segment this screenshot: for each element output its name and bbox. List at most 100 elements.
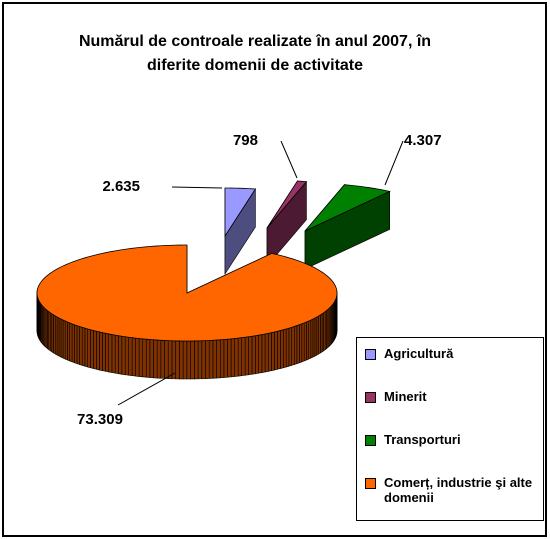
slice-top [304, 184, 391, 232]
slice-side [212, 339, 217, 379]
slice-side [261, 333, 266, 373]
slice-side [264, 332, 269, 373]
slice-side [105, 332, 109, 373]
slice-side [149, 339, 154, 379]
slice-side [131, 337, 136, 377]
slice [36, 244, 338, 380]
slice-side [60, 318, 64, 359]
slice-side [303, 321, 307, 362]
slice-side [288, 326, 292, 367]
legend: Agricultură Minerit Transporturi Comerț, in… [356, 337, 544, 521]
slice-side [102, 332, 106, 372]
slice-side [138, 338, 143, 378]
slice-side [135, 337, 140, 377]
slice-side [258, 334, 263, 374]
legend-label: Transporturi [384, 432, 461, 447]
slice-side [156, 339, 162, 379]
slice-side [227, 338, 232, 378]
slice-side [244, 336, 249, 376]
slice-side [87, 328, 91, 369]
legend-item: Minerit [361, 389, 539, 404]
slice-side [248, 335, 253, 376]
slice-side [293, 325, 298, 365]
slice-side [114, 334, 119, 375]
slice-side [219, 339, 225, 379]
legend-label: Minerit [384, 389, 427, 404]
slice-side [208, 339, 214, 379]
slice-top [36, 244, 338, 342]
legend-item: Transporturi [361, 432, 539, 447]
chart-title: Numărul de controale realizate în anul 2… [78, 33, 432, 74]
slice-side [179, 340, 184, 380]
slice-side [62, 319, 66, 360]
slice-side [71, 323, 75, 364]
slice-side [280, 329, 284, 369]
slice-side [310, 318, 314, 359]
slice-side [234, 337, 239, 377]
slice [304, 183, 391, 270]
slice-side [160, 339, 165, 379]
slice-side [267, 332, 272, 372]
legend-swatch [365, 349, 376, 360]
legend-label: Comerț, industrie şi alte domenii [384, 475, 533, 505]
legend-swatch [365, 478, 376, 489]
slice-side [306, 320, 309, 361]
slice-side [153, 339, 158, 379]
slice-side [167, 340, 173, 380]
slice-side [197, 340, 203, 380]
slice-side [175, 340, 180, 380]
slice-side [299, 323, 303, 364]
slice-side [108, 333, 113, 373]
slice-side [296, 324, 300, 365]
slice-side [190, 340, 195, 380]
legend-label: Agricultură [384, 346, 454, 361]
slice-side [79, 326, 83, 366]
slice-side [93, 330, 97, 370]
slice-side [76, 325, 80, 365]
legend-swatch [365, 392, 376, 403]
slice-side [186, 340, 191, 380]
leader-line [171, 186, 223, 189]
slice [266, 179, 308, 268]
slice-side [251, 335, 256, 375]
slice-side [230, 338, 235, 378]
leader-line [384, 140, 404, 186]
slice-side [223, 338, 228, 378]
slice-side [64, 320, 68, 361]
slice-side [67, 321, 70, 362]
slice-side [111, 334, 116, 374]
slice-side [194, 340, 199, 380]
slice-side [164, 340, 169, 379]
slice-side [145, 338, 151, 378]
slice-side [205, 340, 210, 379]
legend-item: Agricultură [361, 346, 539, 361]
slice-top [224, 187, 257, 238]
slice-side [142, 338, 147, 378]
leader-line [280, 140, 298, 179]
slice-side [182, 340, 188, 380]
slice-side [291, 326, 295, 366]
slice-side [277, 330, 281, 370]
slice-side [282, 328, 287, 369]
leader-line [117, 372, 176, 406]
slice-side [128, 336, 133, 377]
slice-side [96, 330, 100, 371]
slice-side [254, 334, 259, 375]
legend-item: Comerț, industrie şi alte domenii [361, 475, 539, 505]
slice-side [301, 322, 305, 363]
slice-side [216, 339, 221, 379]
data-label: 2.635 [102, 178, 140, 195]
slice-side [99, 331, 103, 372]
slice-side [274, 330, 278, 371]
slice-side [308, 319, 312, 360]
slice-side [69, 322, 73, 363]
slice-side [90, 329, 94, 369]
slice-side [271, 331, 275, 372]
slice-side [124, 336, 129, 376]
data-label: 4.307 [404, 132, 442, 149]
data-label: 798 [233, 132, 258, 149]
slice-side [201, 340, 206, 380]
slice-side [81, 326, 86, 367]
slice-side [285, 327, 290, 368]
